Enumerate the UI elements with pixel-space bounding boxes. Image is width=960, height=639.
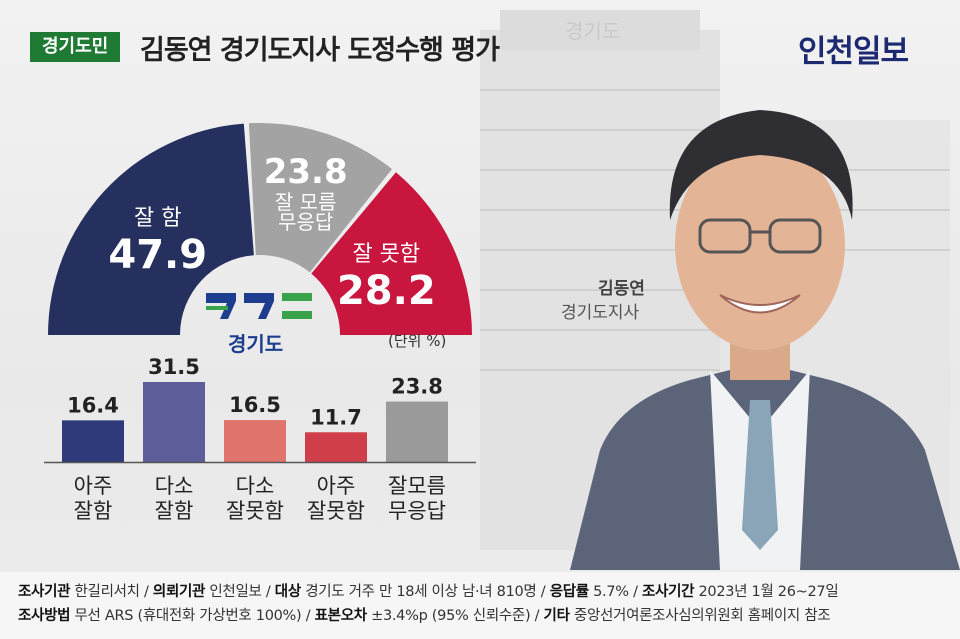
bar-3: [305, 432, 367, 462]
bar-value-label-3: 11.7: [310, 405, 362, 429]
footer-line-1: 조사기관 한길리서치 / 의뢰기관 인천일보 / 대상 경기도 거주 만 18세…: [18, 584, 839, 600]
bar-category-label-2: 다소 잘못함: [226, 474, 284, 523]
page-title: 김동연 경기도지사 도정수행 평가: [140, 35, 500, 66]
gauge-value-good: 47.9: [108, 232, 208, 279]
bar-value-label-0: 16.4: [67, 393, 119, 417]
half-donut-chart: [48, 123, 473, 335]
governor-portrait: [570, 110, 960, 570]
bar-2: [224, 420, 286, 462]
bar-chart: 16.4 31.5 16.5 11.7 23.8: [44, 355, 476, 464]
bar-0: [62, 420, 124, 462]
survey-footer: 조사기관 한길리서치 / 의뢰기관 인천일보 / 대상 경기도 거주 만 18세…: [0, 572, 960, 639]
bar-category-label-1: 다소 잘함: [154, 474, 194, 523]
person-title: 경기도지사: [561, 303, 640, 323]
donut-slice-1: [248, 123, 392, 273]
gauge-label-unknown: 23.8 잘 모름 무응답: [263, 152, 348, 235]
unit-label: (단위 %): [388, 332, 447, 350]
building-sign: 경기도: [565, 19, 620, 43]
section-badge: 경기도민: [30, 32, 121, 62]
bar-value-label-1: 31.5: [148, 355, 200, 379]
publisher-logo: 인천일보: [798, 34, 909, 70]
gauge-value-unknown: 23.8: [263, 152, 348, 193]
gauge-label-bad: 잘 못함 28.2: [336, 241, 436, 314]
bar-category-label-3: 아주 잘못함: [307, 474, 365, 523]
bar-category-label-4: 잘모름 무응답: [388, 474, 446, 523]
donut-slice-0: [48, 123, 254, 335]
bar-value-label-4: 23.8: [391, 375, 443, 399]
bar-value-label-2: 16.5: [229, 393, 281, 417]
gauge-label-good: 잘 함 47.9: [108, 206, 208, 279]
donut-slice-2: [311, 172, 473, 335]
footer-line-2: 조사방법 무선 ARS (휴대전화 가상번호 100%) / 표본오차 ±3.4…: [18, 608, 831, 624]
bar-4: [386, 401, 448, 462]
person-name: 김동연: [598, 279, 645, 299]
bar-1: [143, 382, 205, 462]
gyeonggi-logo-icon: [206, 293, 312, 319]
bar-category-label-0: 아주 잘함: [73, 474, 113, 523]
gyeonggi-logo-text: 경기도: [228, 332, 284, 356]
gauge-value-bad: 28.2: [336, 267, 436, 314]
